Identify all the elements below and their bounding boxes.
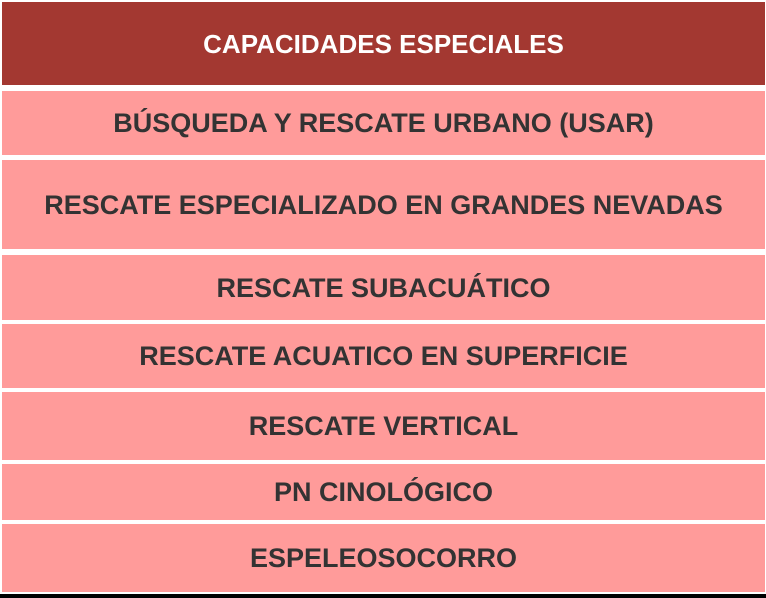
table-row: RESCATE SUBACUÁTICO: [2, 255, 765, 320]
table-header: CAPACIDADES ESPECIALES: [2, 2, 765, 85]
table-row: PN CINOLÓGICO: [2, 464, 765, 520]
bottom-border: [0, 594, 766, 598]
table-row: RESCATE VERTICAL: [2, 392, 765, 460]
table-row: ESPELEOSOCORRO: [2, 524, 765, 592]
table-row: RESCATE ACUATICO EN SUPERFICIE: [2, 324, 765, 388]
table-row: BÚSQUEDA Y RESCATE URBANO (USAR): [2, 91, 765, 155]
table-row: RESCATE ESPECIALIZADO EN GRANDES NEVADAS: [2, 160, 765, 249]
